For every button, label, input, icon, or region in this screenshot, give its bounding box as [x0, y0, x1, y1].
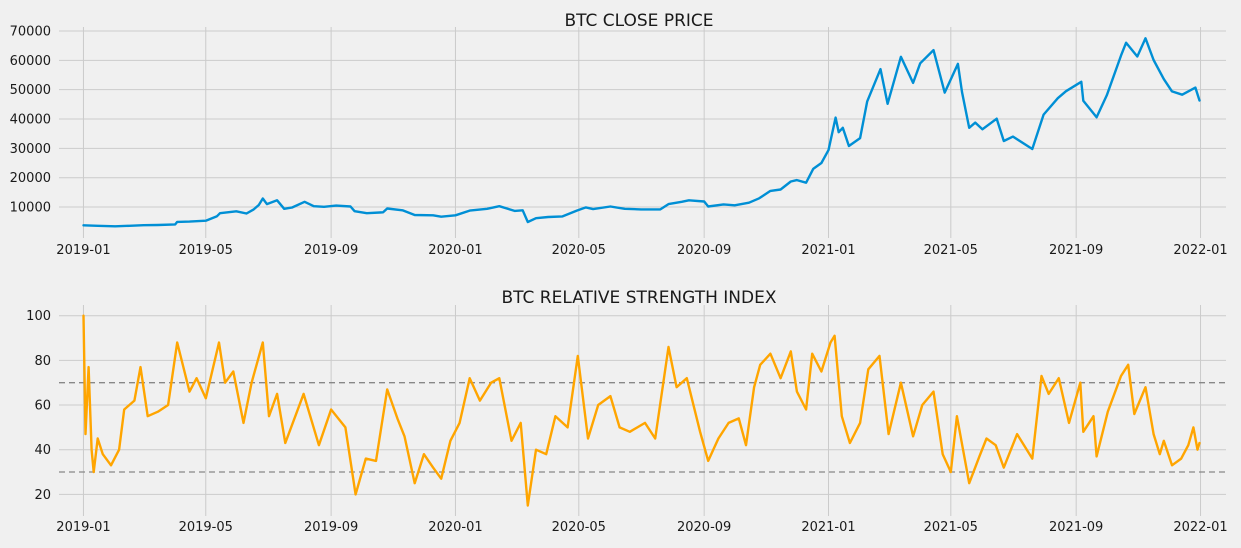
price-y-tick-label: 60000 — [10, 54, 51, 69]
rsi-y-tick-label: 80 — [34, 354, 51, 369]
rsi-series-line — [82, 314, 1201, 507]
rsi-chart-reference-lines — [59, 382, 1226, 473]
price-chart-panel: BTC CLOSE PRICE 2019-01 2019-05 2019-09 202… — [10, 11, 1228, 258]
price-chart-y-ticks: 10000 20000 30000 40000 50000 60000 70000 — [10, 25, 51, 216]
price-x-tick-label: 2020-05 — [552, 243, 606, 258]
rsi-chart-panel: BTC RELATIVE STRENGTH INDEX 2019-01 2019-… — [26, 288, 1228, 535]
price-x-tick-label: 2020-01 — [428, 243, 482, 258]
price-chart-title: BTC CLOSE PRICE — [564, 11, 713, 31]
rsi-chart-grid — [59, 305, 1226, 516]
rsi-chart-x-ticks: 2019-01 2019-05 2019-09 2020-01 2020-05 2020-… — [56, 520, 1227, 535]
rsi-y-tick-label: 20 — [34, 488, 51, 503]
price-chart-grid — [59, 27, 1226, 238]
rsi-x-tick-label: 2020-05 — [552, 520, 606, 535]
price-chart-series — [82, 37, 1201, 228]
rsi-y-tick-label: 40 — [34, 443, 51, 458]
rsi-y-tick-label: 60 — [34, 399, 51, 414]
rsi-x-tick-label: 2021-05 — [924, 520, 978, 535]
price-y-tick-label: 40000 — [10, 113, 51, 128]
rsi-chart-series — [82, 314, 1201, 507]
price-x-tick-label: 2022-01 — [1173, 243, 1227, 258]
price-x-tick-label: 2019-09 — [304, 243, 358, 258]
rsi-y-tick-label: 100 — [26, 309, 51, 324]
rsi-x-tick-label: 2021-09 — [1049, 520, 1103, 535]
price-series-line — [82, 37, 1201, 228]
rsi-chart-y-ticks: 20 40 60 80 100 — [26, 309, 51, 503]
price-y-tick-label: 20000 — [10, 171, 51, 186]
price-x-tick-label: 2019-01 — [56, 243, 110, 258]
price-x-tick-label: 2020-09 — [677, 243, 731, 258]
rsi-x-tick-label: 2019-09 — [304, 520, 358, 535]
price-x-tick-label: 2021-05 — [924, 243, 978, 258]
rsi-x-tick-label: 2022-01 — [1173, 520, 1227, 535]
rsi-x-tick-label: 2019-01 — [56, 520, 110, 535]
price-y-tick-label: 70000 — [10, 25, 51, 40]
rsi-x-tick-label: 2020-09 — [677, 520, 731, 535]
price-x-tick-label: 2019-05 — [179, 243, 233, 258]
price-chart-x-ticks: 2019-01 2019-05 2019-09 2020-01 2020-05 2020-… — [56, 243, 1227, 258]
rsi-chart-title: BTC RELATIVE STRENGTH INDEX — [501, 288, 776, 308]
price-y-tick-label: 10000 — [10, 201, 51, 216]
rsi-x-tick-label: 2021-01 — [801, 520, 855, 535]
price-y-tick-label: 50000 — [10, 83, 51, 98]
price-x-tick-label: 2021-01 — [801, 243, 855, 258]
price-x-tick-label: 2021-09 — [1049, 243, 1103, 258]
rsi-x-tick-label: 2019-05 — [179, 520, 233, 535]
price-y-tick-label: 30000 — [10, 142, 51, 157]
rsi-x-tick-label: 2020-01 — [428, 520, 482, 535]
